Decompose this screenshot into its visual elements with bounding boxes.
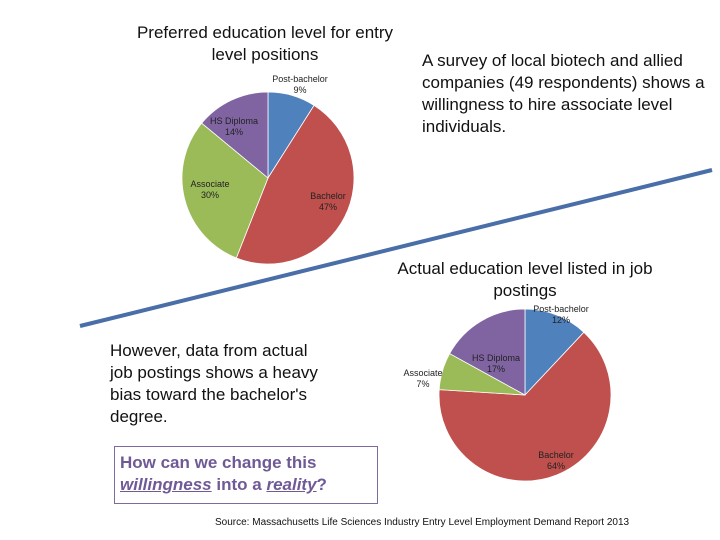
pie-label-hs-diploma: HS Diploma: [210, 116, 258, 126]
chart1-title: Preferred education level for entry leve…: [136, 23, 394, 64]
pie-slice-bachelor: [438, 331, 612, 482]
question-end: ?: [316, 475, 327, 494]
question-reality: reality: [266, 475, 317, 494]
pie-value-associate: 7%: [416, 379, 429, 389]
question-text: How can we change this willingness into …: [120, 452, 374, 496]
pie-slice-bachelor: [235, 104, 355, 265]
question-middle: into a: [216, 475, 262, 494]
pie-label-bachelor: Bachelor: [538, 450, 574, 460]
pie-label-post-bachelor: Post-bachelor: [272, 74, 328, 84]
pie-label-associate: Associate: [190, 179, 229, 189]
pie-2-slices: [438, 308, 612, 482]
postings-description: However, data from actual job postings s…: [110, 341, 318, 426]
question-willingness: willingness: [120, 475, 212, 494]
pie-1-slices: [181, 91, 355, 265]
pie-slice-hs-diploma: [201, 91, 269, 179]
source-citation: Source: Massachusetts Life Sciences Indu…: [215, 517, 630, 528]
pie-slice-associate: [181, 122, 269, 259]
pie-label-associate: Associate: [403, 368, 442, 378]
pie-slice-post-bachelor: [524, 308, 585, 397]
divider-line: [79, 168, 713, 328]
pie-label-post-bachelor: Post-bachelor: [533, 304, 589, 314]
pie-value-post-bachelor: 9%: [293, 85, 306, 95]
pie-value-hs-diploma: 17%: [487, 364, 505, 374]
pie-value-bachelor: 64%: [547, 461, 565, 471]
pie-label-bachelor: Bachelor: [310, 191, 346, 201]
pie-label-hs-diploma: HS Diploma: [472, 353, 520, 363]
pie-value-associate: 30%: [201, 190, 219, 200]
pie-value-post-bachelor: 12%: [552, 315, 570, 325]
survey-description: A survey of local biotech and allied com…: [422, 51, 705, 136]
question-part1: How can we change this: [120, 453, 317, 472]
pie-value-bachelor: 47%: [319, 202, 337, 212]
pie-value-hs-diploma: 14%: [225, 127, 243, 137]
question-box: [114, 446, 378, 504]
pie-slice-hs-diploma: [449, 308, 526, 396]
chart2-title: Actual education level listed in job pos…: [397, 259, 653, 300]
